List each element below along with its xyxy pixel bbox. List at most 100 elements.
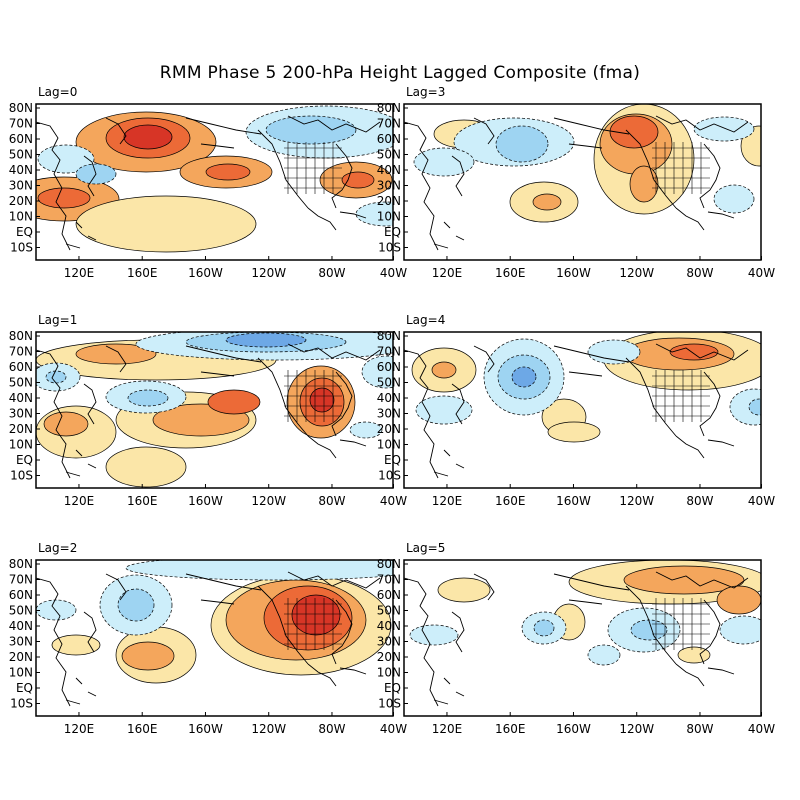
coastline xyxy=(331,599,353,665)
coastlines xyxy=(36,115,381,251)
lon-tick-label: 160W xyxy=(188,494,223,508)
height-anomaly-field xyxy=(36,105,393,253)
anomaly-positive xyxy=(609,115,659,149)
anomaly-positive xyxy=(547,421,601,443)
lon-tick-label: 40W xyxy=(748,722,775,736)
lon-tick-label: 120W xyxy=(251,494,286,508)
coastline xyxy=(404,349,439,479)
lat-tick-label: 20N xyxy=(9,650,33,664)
anomaly-negative xyxy=(409,624,459,646)
lon-tick-label: 80W xyxy=(318,494,345,508)
coastline xyxy=(675,663,705,687)
anomaly-negative xyxy=(361,355,393,389)
anomaly-negative xyxy=(37,144,95,174)
coastline xyxy=(105,117,127,145)
anomaly-positive xyxy=(532,193,562,211)
lat-tick-label: 50N xyxy=(377,604,401,618)
lat-tick-label: 30N xyxy=(9,635,33,649)
anomaly-positive xyxy=(437,577,491,603)
lat-tick-label: 40N xyxy=(377,391,401,405)
anomaly-negative xyxy=(729,388,761,426)
lon-tick-label: 80W xyxy=(318,266,345,280)
coastline xyxy=(473,345,495,373)
panel-label: Lag=1 xyxy=(38,313,77,327)
lat-tick-label: 80N xyxy=(9,329,33,343)
coastline xyxy=(307,207,337,231)
anomaly-negative xyxy=(413,147,475,177)
state-borders xyxy=(652,598,710,650)
lat-tick-label: 30N xyxy=(377,179,401,193)
coastline xyxy=(451,383,465,425)
panel-frame xyxy=(35,559,394,717)
anomaly-positive xyxy=(431,361,457,379)
lat-tick-label: 70N xyxy=(377,117,401,131)
coastline xyxy=(65,449,97,477)
lon-tick-label: 160E xyxy=(127,266,158,280)
anomaly-negative xyxy=(748,398,761,416)
panel-label: Lag=0 xyxy=(38,85,77,99)
anomaly-negative xyxy=(127,389,169,407)
figure-title: RMM Phase 5 200-hPa Height Lagged Compos… xyxy=(160,63,640,83)
lat-tick-label: EQ xyxy=(384,681,401,695)
anomaly-positive xyxy=(205,163,251,181)
lon-tick-label: 120E xyxy=(432,266,463,280)
anomaly-positive xyxy=(121,641,175,671)
anomaly-positive xyxy=(43,411,89,437)
coastline xyxy=(473,573,495,601)
anomaly-negative xyxy=(719,615,761,645)
lon-tick-label: 120E xyxy=(432,494,463,508)
lon-tick-label: 120E xyxy=(64,494,95,508)
lon-tick-label: 120E xyxy=(64,722,95,736)
coastline xyxy=(707,667,735,675)
lon-tick-label: 160E xyxy=(495,722,526,736)
coastline xyxy=(699,371,721,437)
lat-tick-label: 30N xyxy=(9,179,33,193)
coastlines xyxy=(36,343,381,479)
lon-tick-label: 120W xyxy=(251,266,286,280)
lon-tick-label: 40W xyxy=(380,266,407,280)
lon-tick-label: 160E xyxy=(495,266,526,280)
lat-tick-label: 30N xyxy=(9,407,33,421)
coastline xyxy=(257,129,309,209)
coastline xyxy=(65,677,97,705)
lon-tick-label: 40W xyxy=(748,494,775,508)
coastlines xyxy=(404,571,749,707)
lat-tick-label: 10N xyxy=(9,210,33,224)
anomaly-positive xyxy=(716,585,761,615)
panel-label: Lag=4 xyxy=(406,313,445,327)
coastline xyxy=(65,221,97,249)
coastline xyxy=(185,573,262,605)
coastline xyxy=(36,577,71,707)
coastlines xyxy=(404,343,749,479)
coastline xyxy=(307,663,337,687)
lon-tick-label: 80W xyxy=(686,266,713,280)
lat-tick-label: 60N xyxy=(9,588,33,602)
anomaly-negative xyxy=(511,366,537,388)
coastline xyxy=(625,585,677,665)
lon-tick-label: 120W xyxy=(251,722,286,736)
coastline xyxy=(257,585,309,665)
lat-tick-label: EQ xyxy=(16,453,33,467)
anomaly-negative xyxy=(587,644,621,666)
anomaly-positive xyxy=(623,565,745,595)
lat-tick-label: 10N xyxy=(377,210,401,224)
lat-tick-label: 60N xyxy=(377,132,401,146)
coastline xyxy=(257,357,309,437)
panel-label: Lag=3 xyxy=(406,85,445,99)
anomaly-positive xyxy=(75,343,157,365)
anomaly-negative xyxy=(36,599,77,621)
lat-tick-label: 10S xyxy=(378,469,401,483)
coastline xyxy=(433,677,465,705)
panel-label: Lag=5 xyxy=(406,541,445,555)
lon-tick-label: 80W xyxy=(686,722,713,736)
panel-frame xyxy=(403,103,762,261)
coastline xyxy=(675,207,705,231)
lat-tick-label: 10N xyxy=(9,438,33,452)
lon-tick-label: 160W xyxy=(556,722,591,736)
height-anomaly-field xyxy=(36,560,393,684)
anomaly-positive xyxy=(123,124,173,150)
lat-tick-label: 20N xyxy=(9,194,33,208)
lat-tick-label: EQ xyxy=(384,225,401,239)
